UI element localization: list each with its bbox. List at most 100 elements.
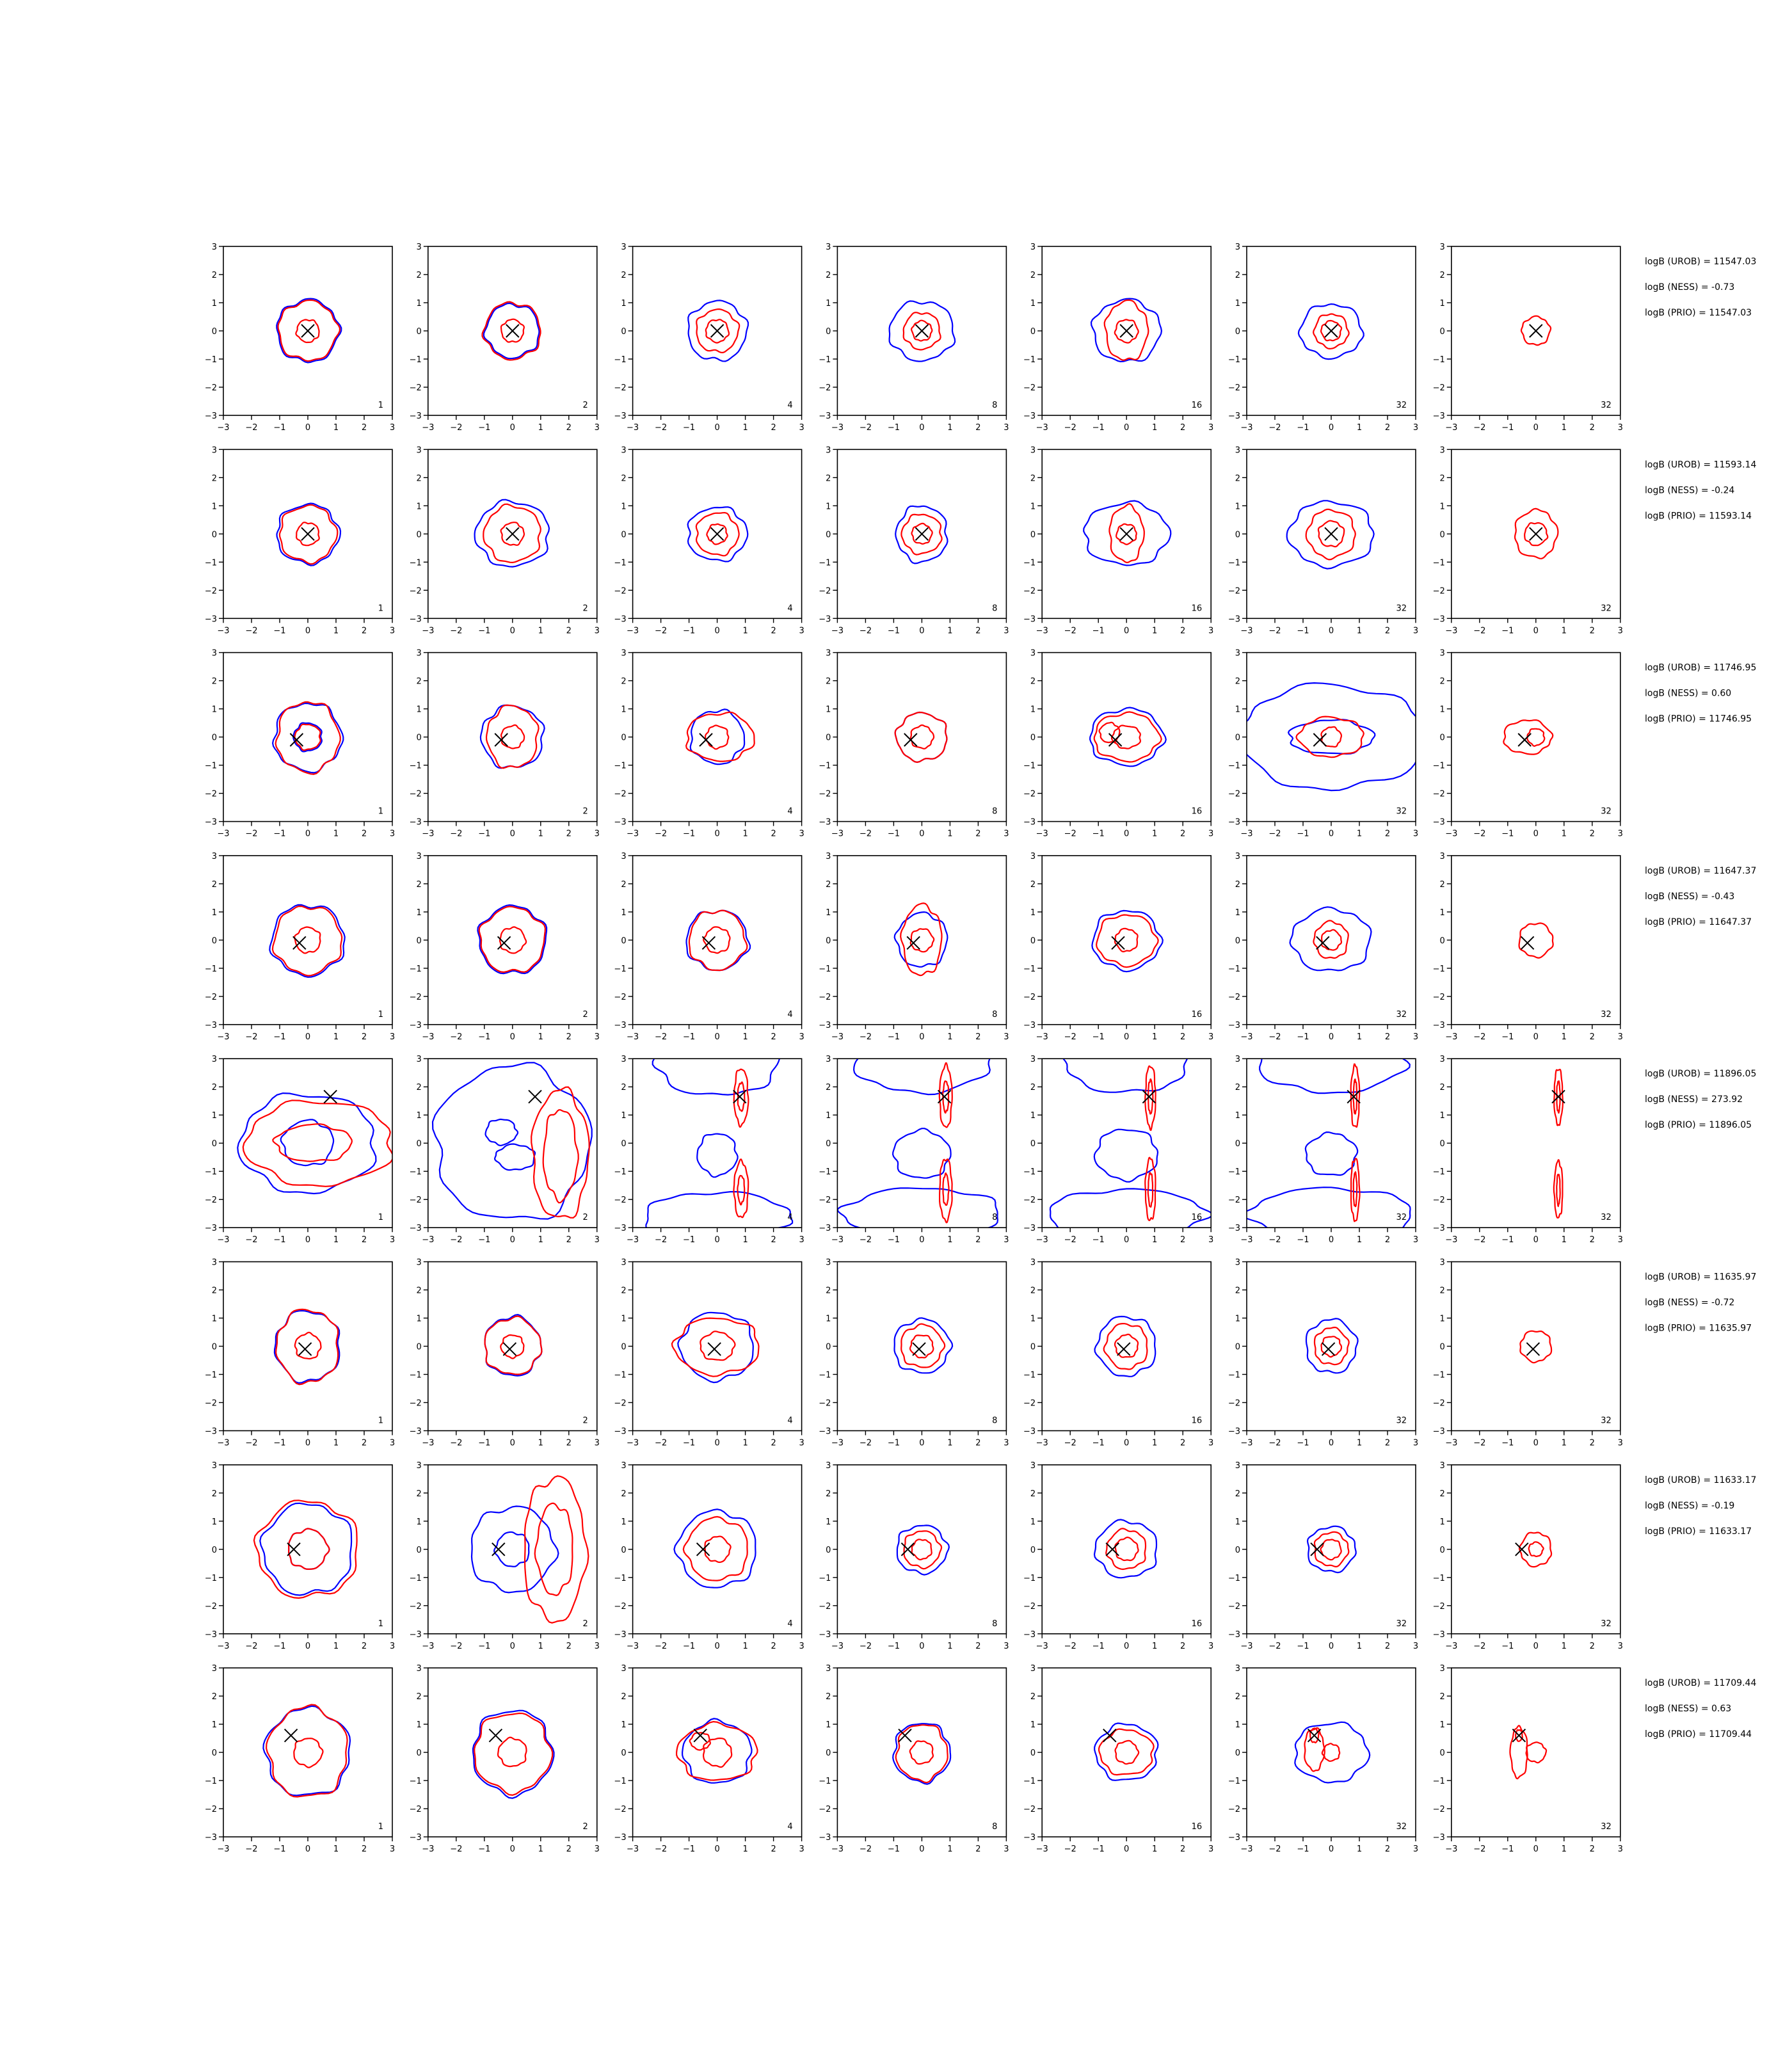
blue-contour — [1297, 303, 1364, 360]
panel-r5-c1: −3−3 −2 −2 −1 −1 0 0 1 1 2 2 3 3 1 — [205, 1055, 395, 1245]
y-tick-label: −2 — [614, 383, 626, 393]
panel-contours — [1083, 500, 1172, 566]
x-tick-label: 2 — [566, 1642, 572, 1651]
panel-annotation: 32 — [1396, 1822, 1407, 1832]
y-tick-label: −3 — [1433, 1630, 1445, 1640]
y-tick-label: −3 — [1433, 818, 1445, 828]
x-tick-label: 2 — [1590, 1032, 1595, 1042]
x-tick-label: −2 — [450, 1439, 462, 1448]
panel-contours — [271, 701, 344, 775]
panel-contours — [472, 1709, 555, 1799]
x-tick-label: −1 — [1297, 1642, 1309, 1651]
y-tick-label: 0 — [621, 1748, 626, 1758]
panel-annotation: 32 — [1601, 1213, 1612, 1222]
x-tick-label: 3 — [390, 626, 395, 636]
axes-frame — [632, 652, 803, 822]
axes-frame — [836, 652, 1007, 822]
y-tick-label: −3 — [819, 614, 831, 624]
panel-r8-c2: −3−3 −2 −2 −1 −1 0 0 1 1 2 2 3 3 2 — [410, 1664, 600, 1854]
y-tick-label: −2 — [410, 383, 422, 393]
red-contour — [1114, 319, 1139, 344]
y-tick-label: −2 — [1433, 383, 1445, 393]
red-contour — [500, 522, 525, 546]
x-tick-label: 1 — [742, 1235, 748, 1245]
x-tick-label: −1 — [683, 829, 695, 839]
x-tick-label: −3 — [831, 1844, 844, 1854]
red-contour — [1514, 508, 1559, 559]
red-contour — [1352, 1171, 1358, 1208]
x-tick-label: 3 — [1413, 1844, 1418, 1854]
y-tick-label: −2 — [819, 1602, 831, 1612]
axes-frame — [1451, 1667, 1621, 1837]
y-tick-label: 1 — [417, 502, 422, 511]
x-tick-label: 3 — [595, 423, 600, 433]
y-tick-label: 2 — [621, 1692, 626, 1702]
marker-cross — [1324, 324, 1338, 338]
x-tick-label: −2 — [655, 1032, 667, 1042]
red-contour — [1509, 1724, 1528, 1780]
y-tick-label: 1 — [621, 705, 626, 715]
y-tick-label: −1 — [614, 355, 626, 365]
panel-contours — [685, 708, 755, 765]
x-tick-label: −3 — [422, 626, 434, 636]
panel-contours — [893, 902, 948, 977]
x-tick-label: −2 — [655, 1844, 667, 1854]
x-tick-label: −1 — [1501, 626, 1514, 636]
marker-cross — [1517, 733, 1532, 747]
y-tick-label: 2 — [621, 1083, 626, 1092]
marker-cross — [1119, 324, 1133, 338]
blue-contour — [479, 704, 545, 769]
panel-annotation: 2 — [583, 1213, 588, 1222]
red-contour — [942, 1080, 950, 1114]
panel-contours — [262, 1704, 351, 1798]
x-tick-label: −1 — [1501, 1844, 1514, 1854]
panel-annotation: 2 — [583, 604, 588, 613]
panel-annotation: 2 — [583, 807, 588, 817]
marker-cross — [1321, 1342, 1336, 1356]
marker-cross — [1117, 1342, 1131, 1356]
y-tick-label: −3 — [205, 1224, 217, 1233]
panel-r1-c6: −3−3 −2 −2 −1 −1 0 0 1 1 2 2 3 3 32 — [1228, 243, 1418, 433]
y-tick-label: −2 — [1228, 1602, 1240, 1612]
x-tick-label: 0 — [1329, 1235, 1334, 1245]
y-tick-label: −3 — [1433, 1224, 1445, 1233]
blue-contour — [1305, 1318, 1359, 1374]
y-tick-label: −1 — [1023, 762, 1036, 771]
y-tick-label: 2 — [1440, 474, 1445, 483]
x-tick-label: 1 — [742, 1844, 748, 1854]
y-tick-label: 3 — [826, 1258, 831, 1268]
y-tick-label: −3 — [1228, 1833, 1240, 1843]
x-tick-label: −3 — [1240, 1844, 1252, 1854]
blue-contour — [474, 499, 550, 568]
panel-annotation: 32 — [1601, 1822, 1612, 1832]
y-tick-label: 3 — [212, 1258, 217, 1268]
y-tick-label: −2 — [1228, 383, 1240, 393]
x-tick-label: 1 — [333, 1439, 339, 1448]
panel-annotation: 16 — [1192, 1213, 1203, 1222]
panel-r4-c1: −3−3 −2 −2 −1 −1 0 0 1 1 2 2 3 3 1 — [205, 852, 395, 1042]
x-tick-label: −1 — [1297, 1032, 1309, 1042]
y-tick-label: 1 — [1030, 1315, 1036, 1324]
red-contour — [909, 724, 935, 750]
red-contour — [500, 1334, 525, 1359]
panel-r6-c6: −3−3 −2 −2 −1 −1 0 0 1 1 2 2 3 3 32 — [1228, 1258, 1418, 1448]
red-contour — [1103, 299, 1149, 361]
panel-contours — [479, 704, 545, 769]
y-tick-label: 3 — [1440, 1258, 1445, 1268]
red-contour — [1295, 716, 1364, 758]
panel-r3-c6: −3−3 −2 −2 −1 −1 0 0 1 1 2 2 3 3 32 — [1228, 649, 1418, 839]
panel-contours — [896, 1524, 950, 1576]
x-tick-label: 3 — [390, 1439, 395, 1448]
x-tick-label: 0 — [1124, 1235, 1129, 1245]
panel-r4-c7: −3−3 −2 −2 −1 −1 0 0 1 1 2 2 3 3 32 — [1433, 852, 1623, 1042]
x-tick-label: −3 — [831, 423, 844, 433]
y-tick-label: −1 — [205, 355, 217, 365]
y-tick-label: −2 — [410, 790, 422, 799]
y-tick-label: 1 — [1235, 908, 1240, 918]
x-tick-label: 0 — [919, 829, 924, 839]
blue-contour — [1049, 1188, 1212, 1228]
x-tick-label: −1 — [1297, 1235, 1309, 1245]
y-tick-label: −1 — [819, 762, 831, 771]
x-tick-label: 2 — [566, 626, 572, 636]
y-tick-label: −1 — [1228, 1167, 1240, 1177]
